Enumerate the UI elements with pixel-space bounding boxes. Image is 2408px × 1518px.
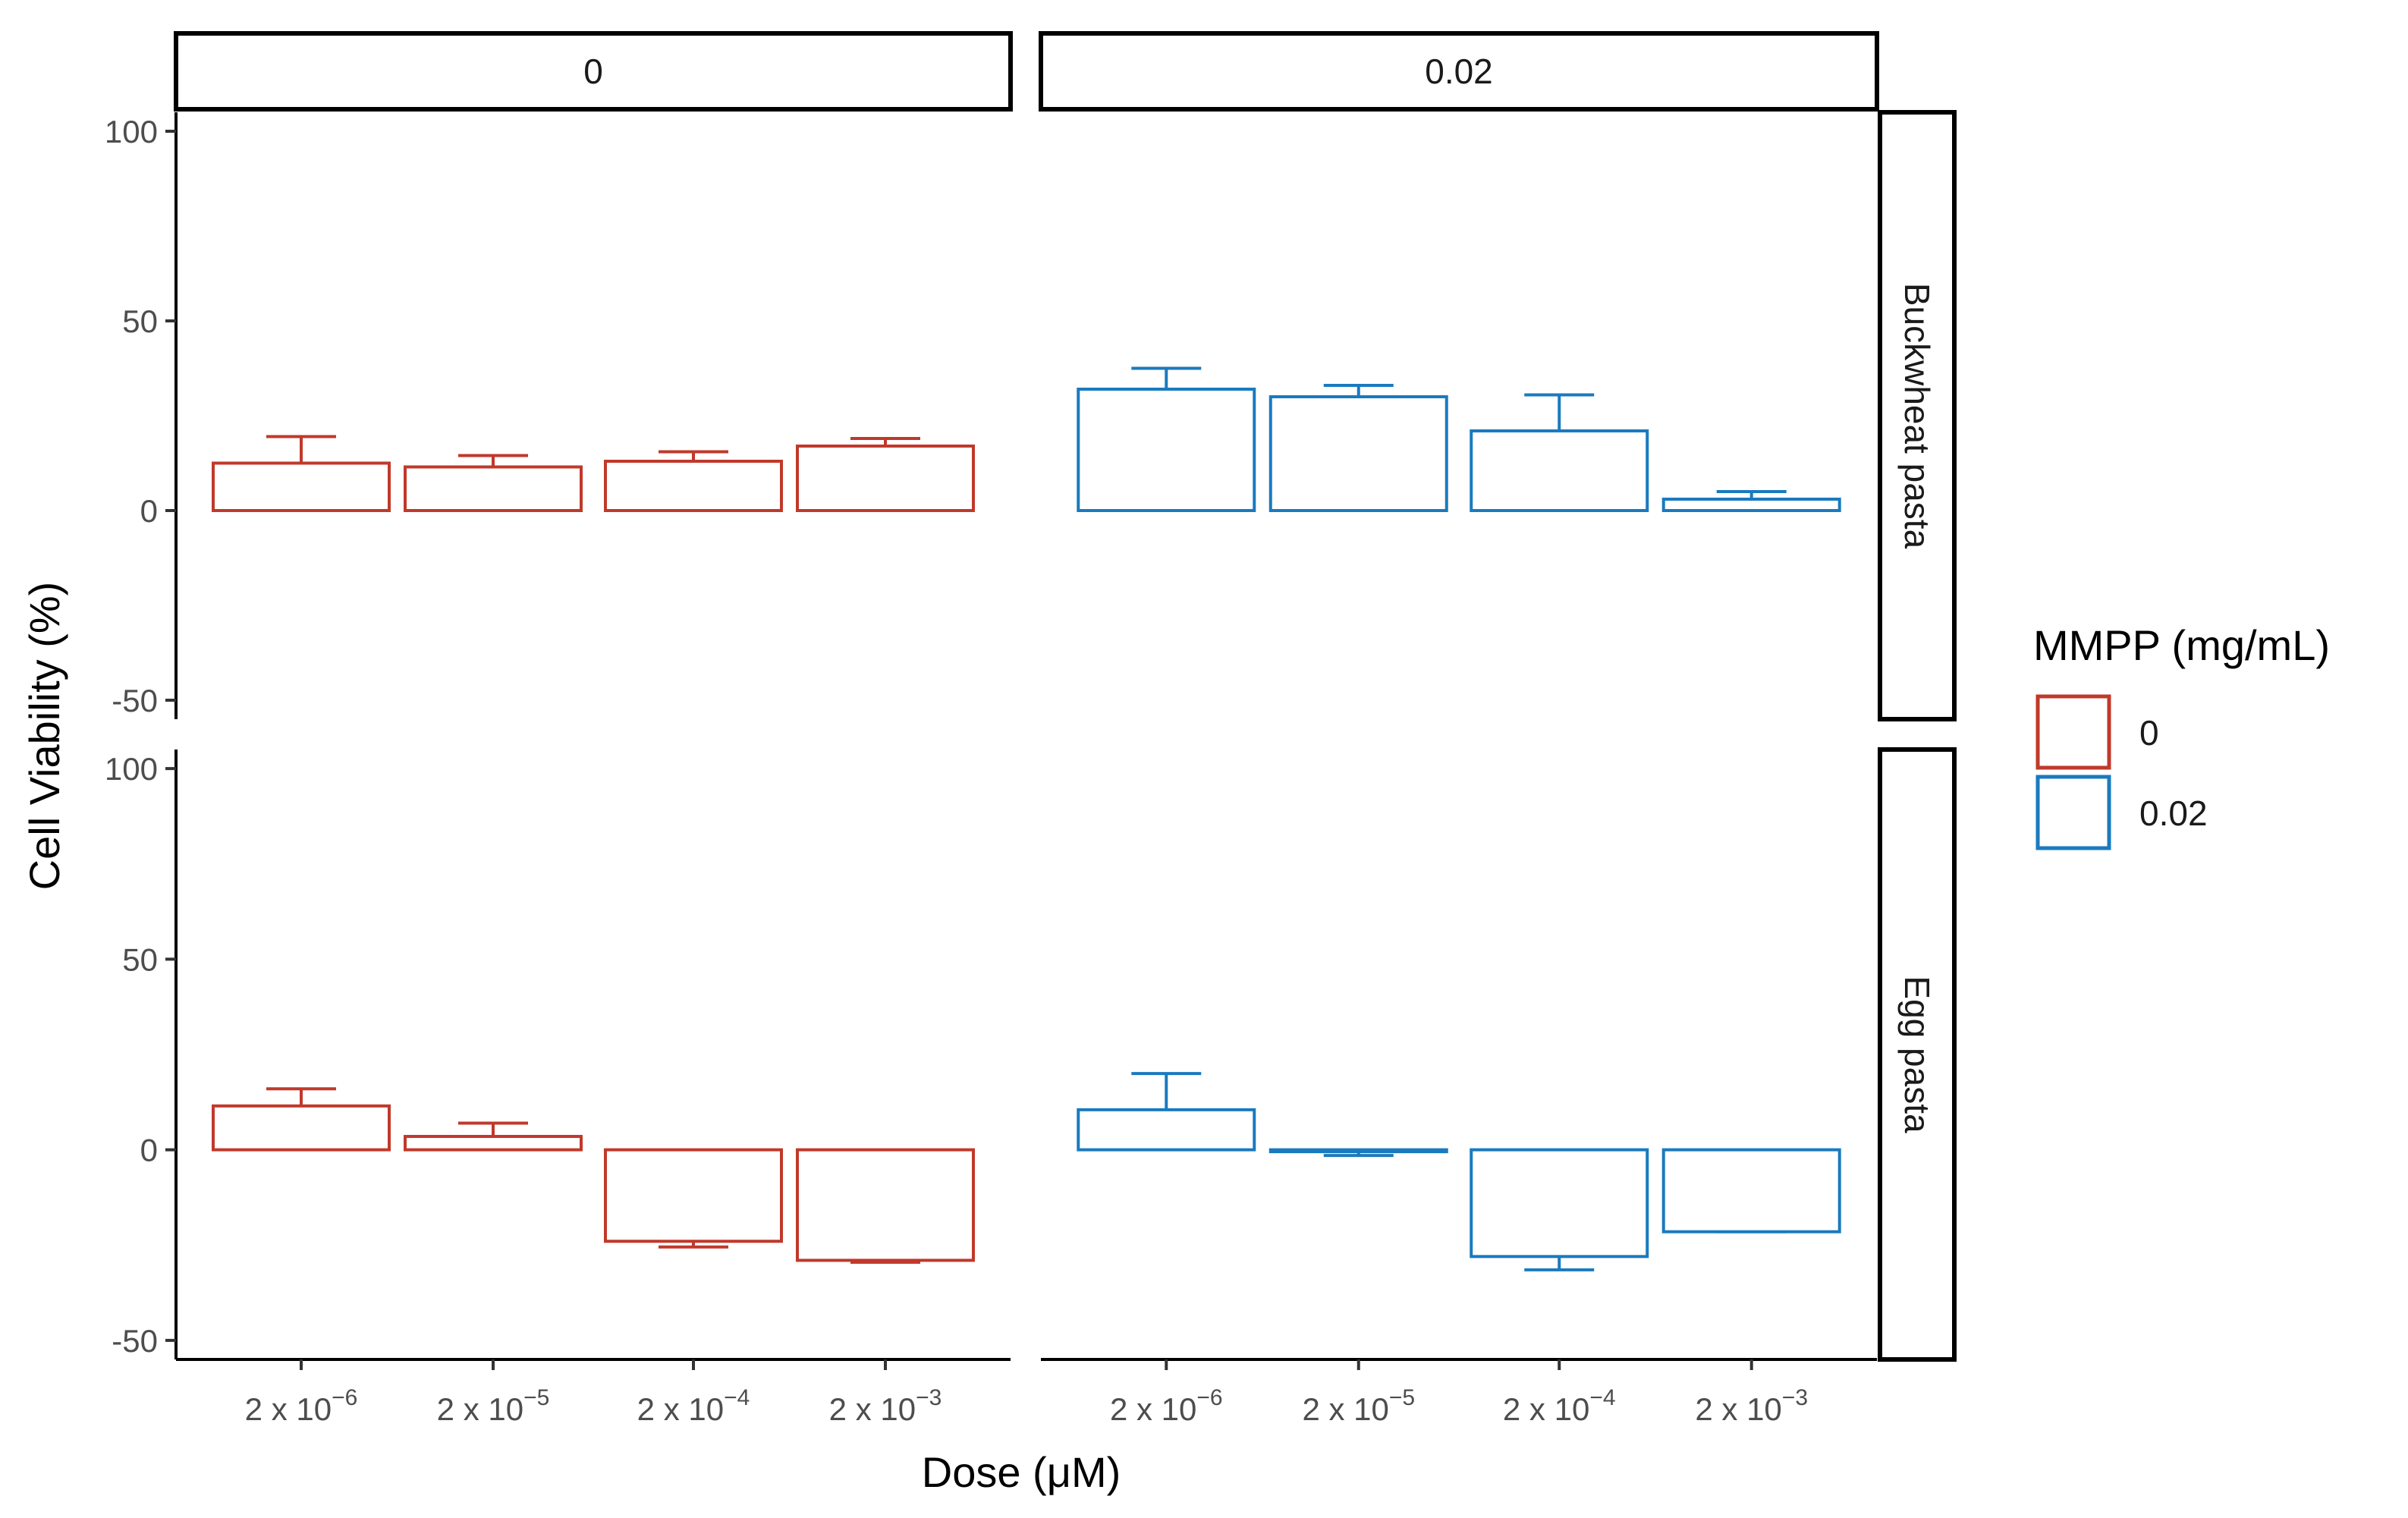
y-tick-label: -50 <box>112 683 158 718</box>
y-tick-label: 100 <box>105 114 158 149</box>
x-axis-title: Dose (μM) <box>922 1448 1121 1496</box>
row-strip-1: Egg pasta <box>1878 747 1957 1362</box>
row-strip-box <box>1878 110 1957 721</box>
axes: -50 0 50 100 -50 0 50 100 2 x 10−6 2 x 10−5 2 x 10… <box>105 112 1877 1427</box>
x-tick-label: 2 x 10−3 <box>1695 1385 1808 1427</box>
bar <box>1661 1148 1841 1234</box>
row-strip-0: Buckwheat pasta <box>1878 110 1957 721</box>
y-axis-title: Cell Viability (%) <box>20 582 68 891</box>
bar <box>604 460 783 512</box>
x-tick-label: 2 x 10−5 <box>437 1385 550 1427</box>
bar-group <box>796 1148 975 1264</box>
row-strip-box <box>1878 747 1957 1362</box>
bar-group <box>1268 1148 1448 1158</box>
bar-group <box>604 1148 783 1249</box>
x-tick-label: 2 x 10−4 <box>637 1385 750 1427</box>
x-tick-label: 2 x 10−4 <box>1503 1385 1616 1427</box>
bar-group <box>1077 1072 1256 1152</box>
bar-group <box>1661 1148 1841 1234</box>
bar-group <box>212 1087 391 1152</box>
legend-item: 0 <box>2035 694 2159 770</box>
bar <box>212 1104 391 1152</box>
column-strips: 0 0.02 <box>174 31 1879 112</box>
bar <box>1470 1148 1649 1259</box>
legend: MMPP (mg/mL) 0 0.02 <box>2033 621 2330 850</box>
bar-group <box>404 1121 583 1152</box>
row-strip-label: Buckwheat pasta <box>1897 283 1937 549</box>
y-tick-label: 100 <box>105 751 158 787</box>
column-strip-0: 0 <box>174 31 1013 112</box>
legend-label: 0 <box>2139 713 2159 753</box>
legend-label: 0.02 <box>2139 794 2208 833</box>
legend-item: 0.02 <box>2035 775 2208 850</box>
bar <box>404 1135 583 1152</box>
bars <box>212 366 1841 1271</box>
y-tick-label: 0 <box>140 1133 158 1168</box>
bar <box>1077 1108 1256 1152</box>
bar-group <box>1268 384 1448 512</box>
column-strip-1: 0.02 <box>1039 31 1879 112</box>
legend-key <box>2035 694 2111 770</box>
bar <box>1661 498 1841 512</box>
x-tick-label: 2 x 10−6 <box>1110 1385 1223 1427</box>
bar <box>1268 395 1448 512</box>
y-tick-label: 50 <box>122 303 158 339</box>
row-strip-label: Egg pasta <box>1897 976 1937 1133</box>
bar <box>404 465 583 512</box>
y-tick-label: 50 <box>122 941 158 977</box>
x-tick-label: 2 x 10−6 <box>245 1385 358 1427</box>
bar <box>1077 388 1256 512</box>
bar-group <box>1470 393 1649 512</box>
column-strip-box <box>1039 31 1879 112</box>
column-strip-box <box>174 31 1013 112</box>
legend-key <box>2035 775 2111 850</box>
bar-group <box>1470 1148 1649 1271</box>
x-tick-label: 2 x 10−5 <box>1302 1385 1415 1427</box>
bar <box>1470 429 1649 512</box>
x-tick-label: 2 x 10−3 <box>829 1385 942 1427</box>
bar-group <box>404 454 583 512</box>
bar-group <box>212 435 391 512</box>
bar <box>796 1148 975 1262</box>
y-tick-label: -50 <box>112 1323 158 1359</box>
column-strip-label: 0 <box>583 52 603 91</box>
column-strip-label: 0.02 <box>1425 52 1493 91</box>
bar <box>1268 1148 1448 1154</box>
bar-group <box>1661 490 1841 512</box>
bar <box>212 461 391 512</box>
legend-title: MMPP (mg/mL) <box>2033 621 2330 669</box>
bar-group <box>1077 366 1256 512</box>
bar-group <box>796 437 975 512</box>
row-strips: Buckwheat pasta Egg pasta <box>1878 110 1957 1362</box>
bar <box>604 1148 783 1243</box>
bar <box>796 445 975 512</box>
bar-group <box>604 450 783 512</box>
y-tick-label: 0 <box>140 493 158 529</box>
